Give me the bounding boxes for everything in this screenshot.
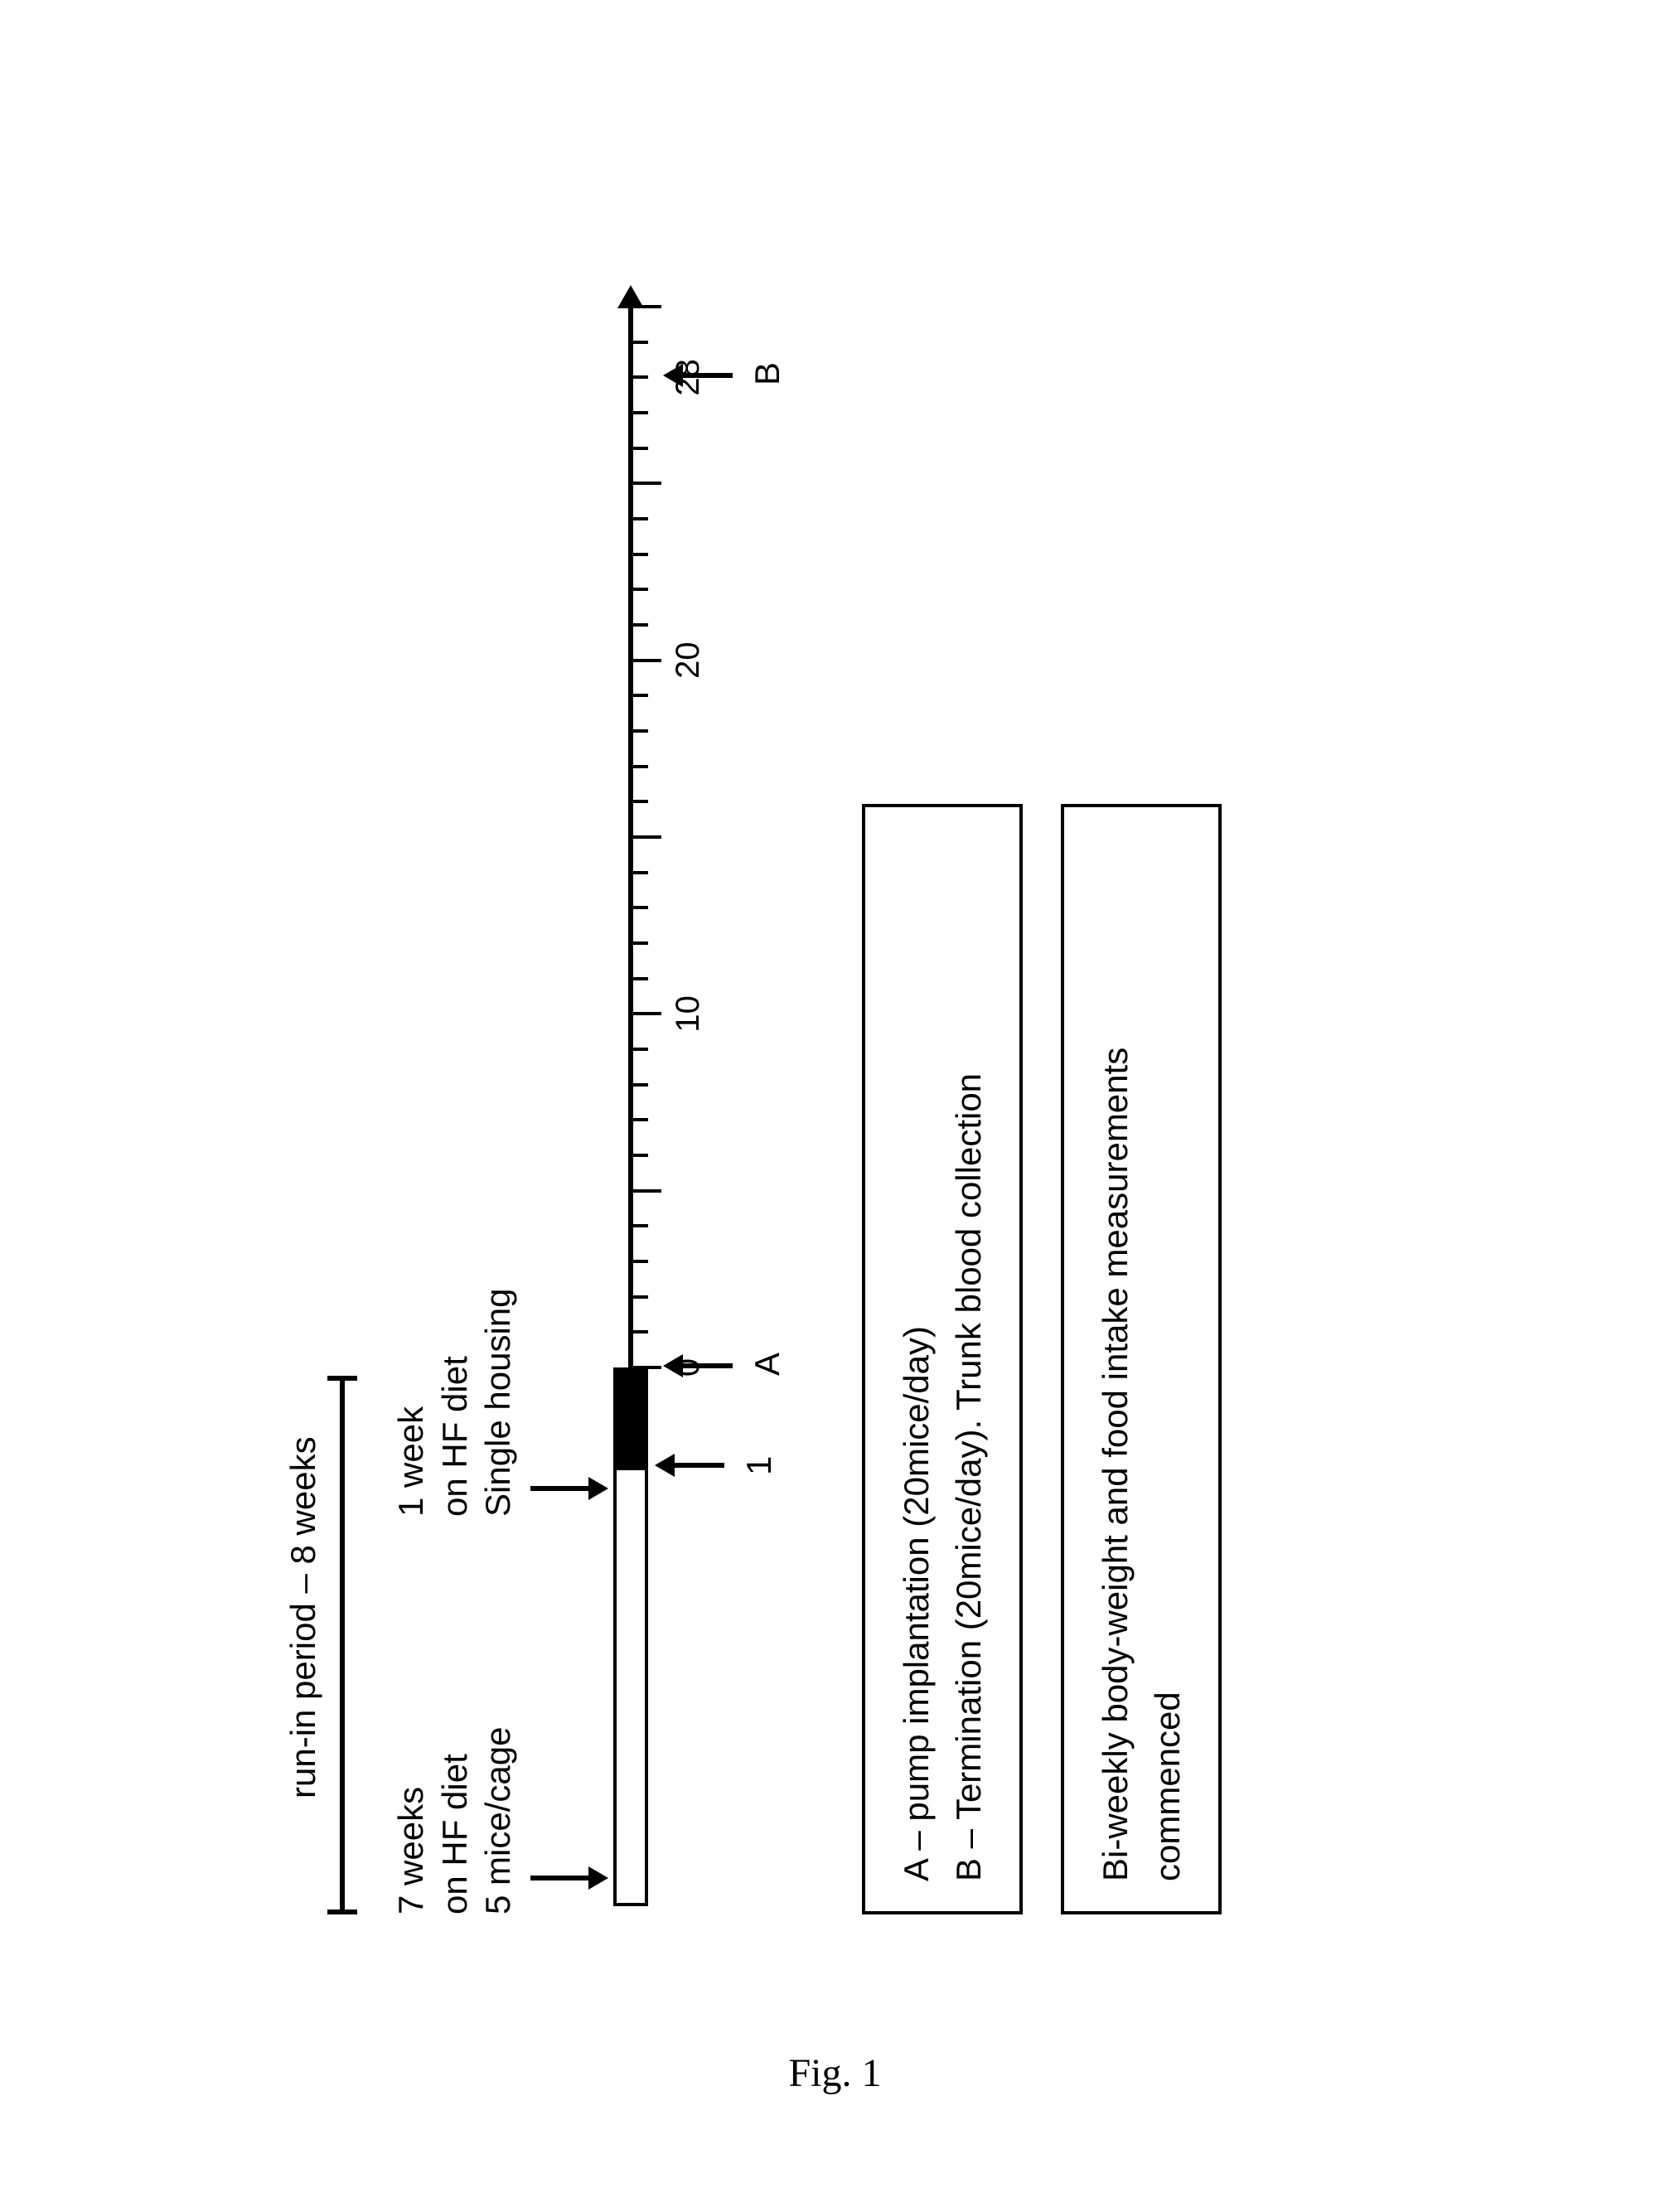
axis-tick bbox=[628, 835, 661, 839]
axis-tick-label: 20 bbox=[670, 641, 707, 679]
axis-tick bbox=[628, 800, 648, 803]
page: Fig. 1 run-in period – 8 weeks 7 weeks o… bbox=[0, 0, 1670, 2212]
axis-tick bbox=[628, 1012, 661, 1015]
axis-tick bbox=[628, 1295, 648, 1299]
bar-filled-segment bbox=[613, 1367, 648, 1467]
legend-box-2: Bi-weekly body-weight and food intake me… bbox=[1061, 804, 1222, 1914]
axis-tick bbox=[628, 694, 648, 697]
phase1-label: 7 weeks on HF diet 5 mice/cage bbox=[390, 1727, 520, 1914]
axis-tick bbox=[628, 553, 648, 556]
axis-tick bbox=[628, 375, 648, 379]
axis-tick bbox=[628, 1260, 648, 1263]
axis-tick bbox=[628, 871, 648, 874]
marker-1-label: 1 bbox=[738, 1456, 782, 1475]
legend1-lineA: A – pump implantation (20mice/day) bbox=[890, 837, 942, 1881]
runin-title: run-in period – 8 weeks bbox=[282, 1436, 326, 1798]
timeline-axis: 0102028 bbox=[628, 273, 728, 1367]
axis-tick bbox=[628, 517, 648, 520]
axis-tick bbox=[628, 659, 661, 662]
axis-tick bbox=[628, 1154, 648, 1157]
axis-tick bbox=[628, 341, 648, 344]
axis-tick bbox=[628, 588, 648, 591]
figure-caption: Fig. 1 bbox=[788, 2050, 881, 2096]
axis-tick bbox=[628, 765, 648, 768]
bar-open-segment bbox=[613, 1467, 648, 1906]
axis-tick bbox=[628, 977, 648, 980]
axis-tick bbox=[628, 1048, 648, 1051]
axis-tick bbox=[628, 941, 648, 945]
axis-tick bbox=[628, 482, 661, 485]
axis-tick bbox=[628, 1224, 648, 1227]
axis-tick bbox=[628, 623, 648, 627]
axis-tick bbox=[628, 411, 648, 414]
axis-tick bbox=[628, 1083, 648, 1087]
diagram-stage: run-in period – 8 weeks 7 weeks on HF di… bbox=[249, 191, 1409, 2014]
marker-a-label: A bbox=[746, 1353, 790, 1376]
legend-box-1: A – pump implantation (20mice/day) B – T… bbox=[862, 804, 1023, 1914]
axis-tick-label: 10 bbox=[670, 995, 707, 1033]
legend1-lineB: B – Termination (20mice/day). Trunk bloo… bbox=[942, 837, 995, 1881]
axis-tick bbox=[628, 1189, 661, 1193]
axis-tick bbox=[628, 906, 648, 909]
axis-tick bbox=[628, 1330, 648, 1333]
marker-b-label: B bbox=[746, 362, 790, 385]
axis-tick bbox=[628, 729, 648, 733]
axis-tick bbox=[628, 1118, 648, 1121]
axis-tick bbox=[628, 1366, 661, 1369]
axis-tick bbox=[628, 447, 648, 450]
phase2-label: 1 week on HF diet Single housing bbox=[390, 1288, 520, 1517]
